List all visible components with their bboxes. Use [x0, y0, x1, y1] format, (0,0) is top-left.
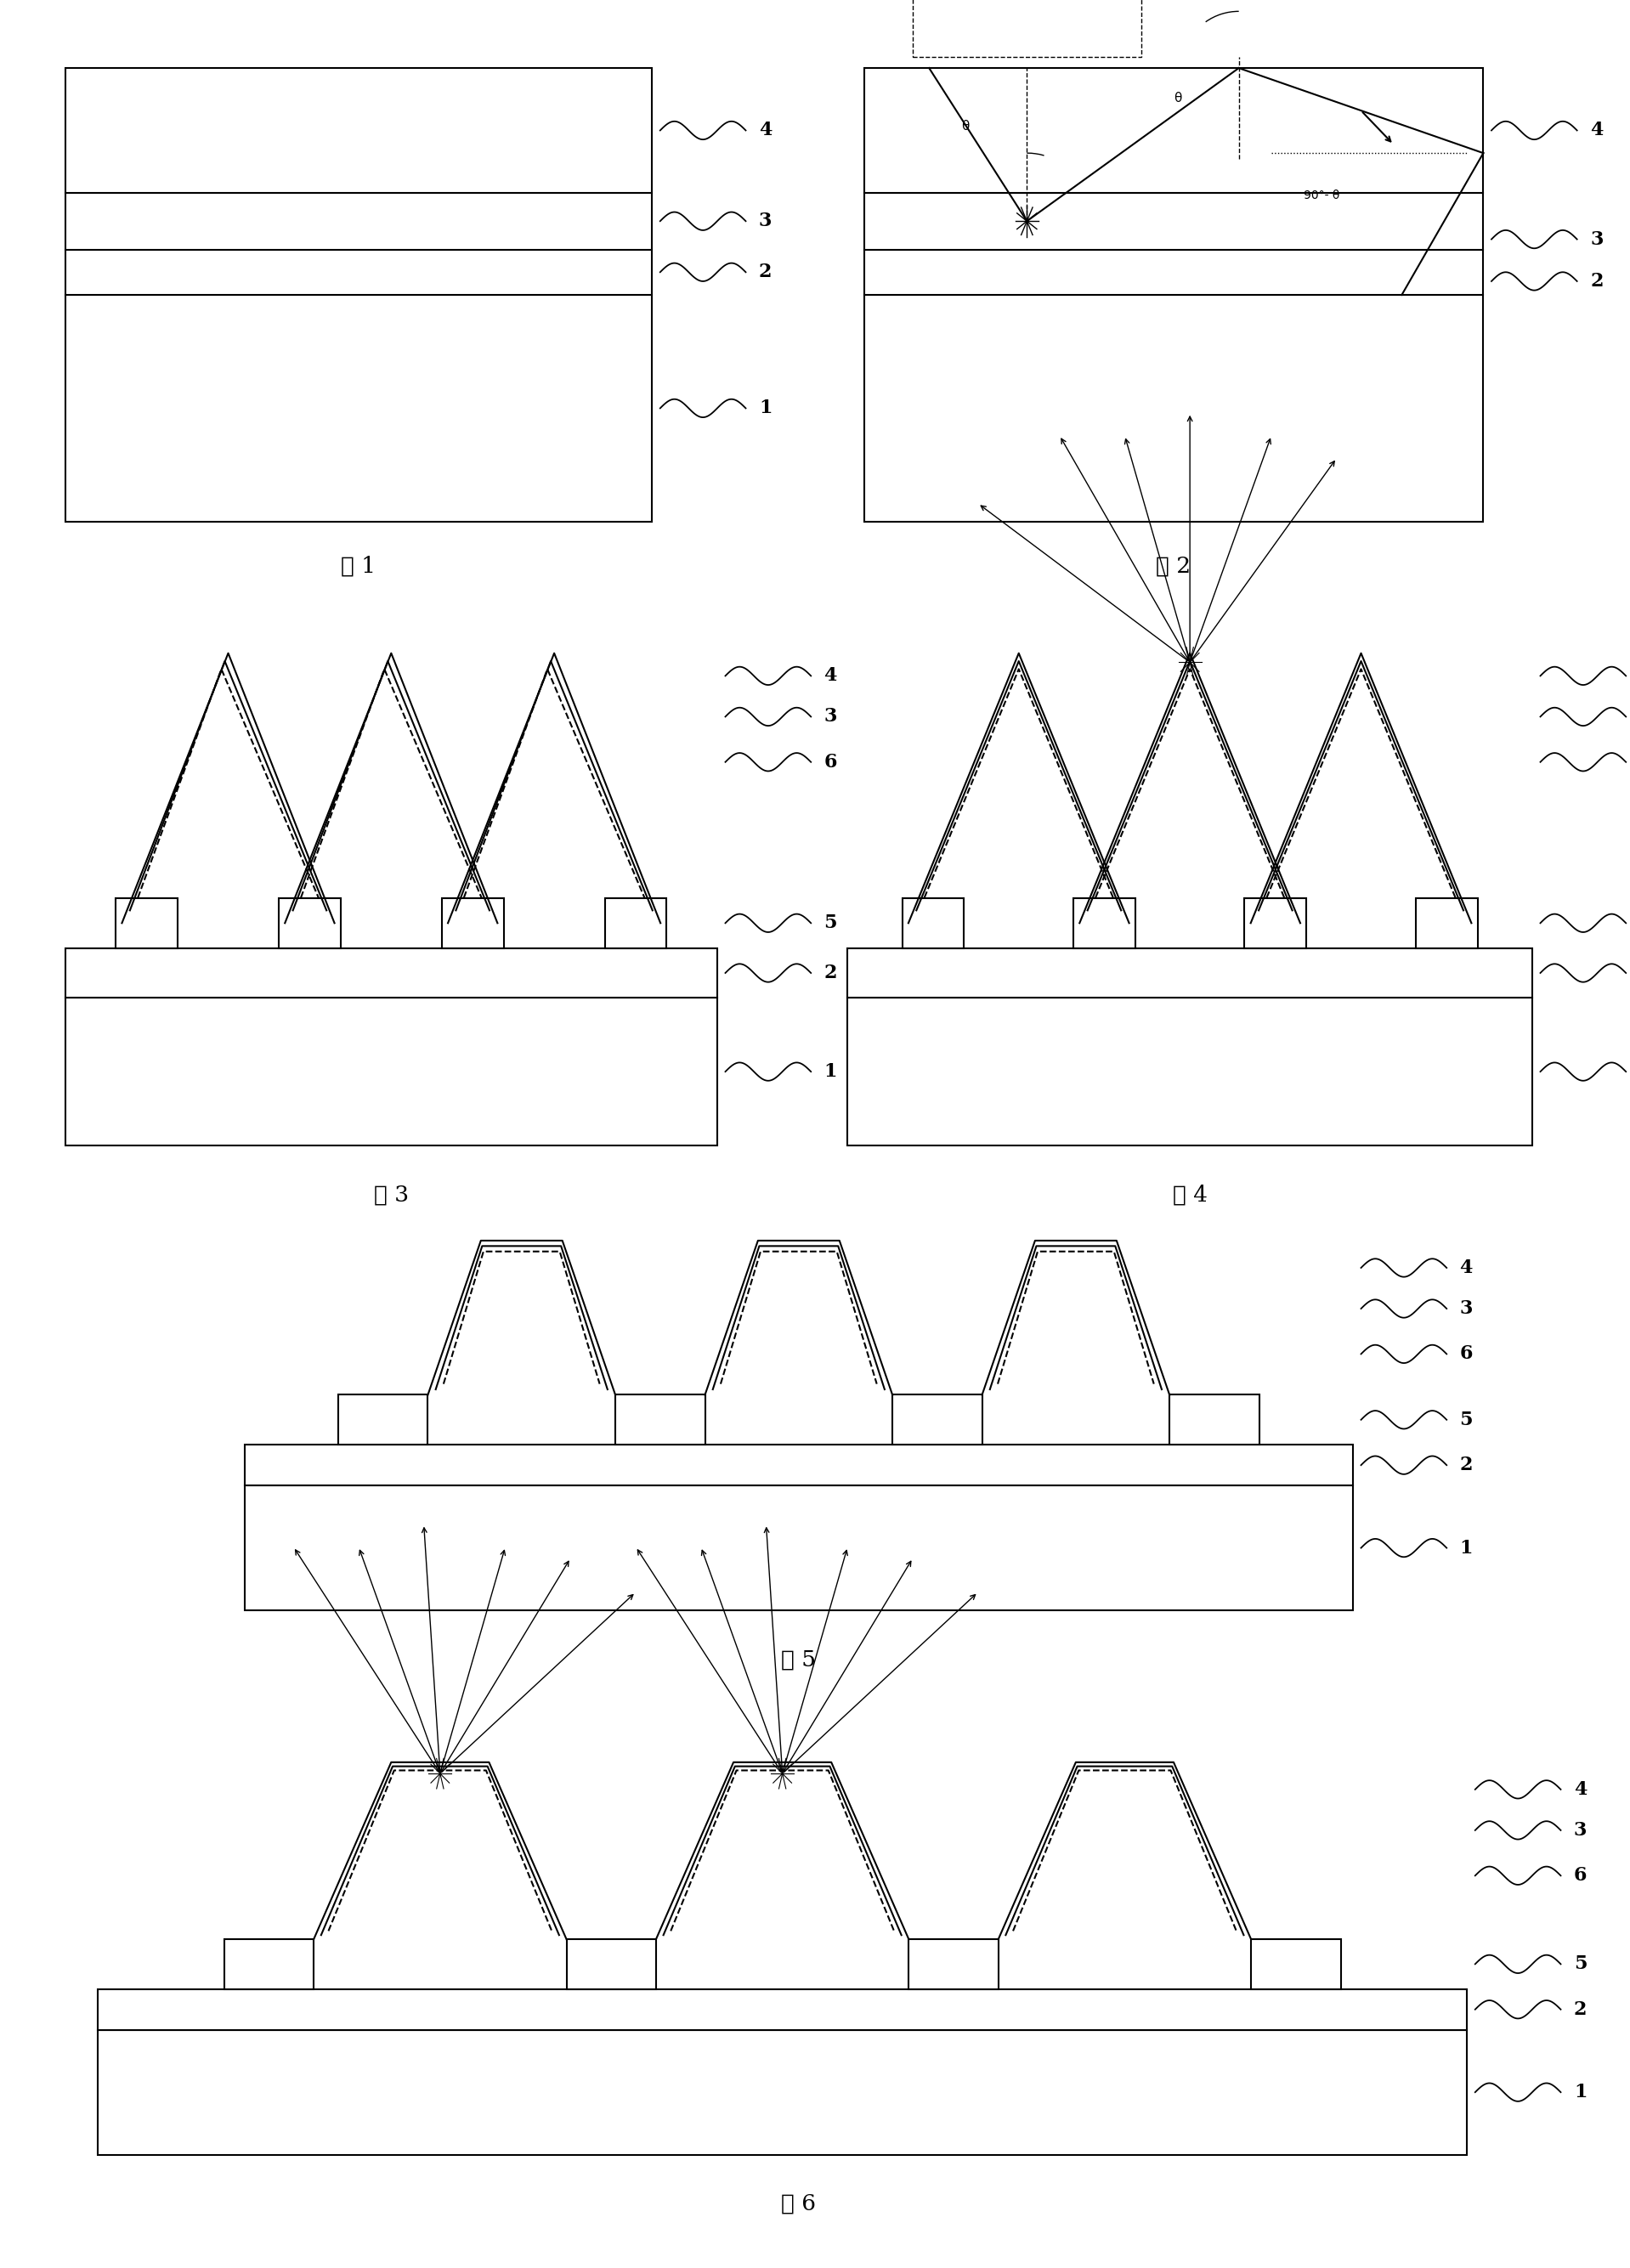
- Text: 5: 5: [1573, 1955, 1588, 1973]
- Bar: [98, 2030, 1467, 2155]
- Text: 90°- θ: 90°- θ: [1304, 188, 1340, 202]
- Text: 1: 1: [1460, 1538, 1474, 1558]
- Text: 5: 5: [823, 914, 838, 932]
- Bar: [1073, 898, 1134, 948]
- Bar: [65, 295, 652, 522]
- Bar: [442, 898, 504, 948]
- Bar: [244, 1486, 1353, 1610]
- Text: 6: 6: [1460, 1345, 1474, 1363]
- Bar: [244, 1445, 1353, 1486]
- Text: 1: 1: [1573, 2082, 1588, 2102]
- Bar: [893, 1395, 981, 1445]
- Text: 2: 2: [1573, 2000, 1588, 2019]
- Text: 5: 5: [1460, 1411, 1474, 1429]
- Text: 4: 4: [1591, 120, 1604, 141]
- Text: 2: 2: [1591, 272, 1604, 290]
- Bar: [1170, 1395, 1258, 1445]
- Bar: [65, 68, 652, 193]
- Text: 1: 1: [823, 1061, 838, 1082]
- Text: 4: 4: [758, 120, 773, 141]
- Text: 4: 4: [1573, 1780, 1588, 1799]
- Text: 2: 2: [758, 263, 773, 281]
- Bar: [848, 948, 1532, 998]
- Bar: [864, 193, 1483, 249]
- Text: θ: θ: [962, 120, 970, 134]
- Bar: [605, 898, 667, 948]
- Bar: [913, 0, 1141, 57]
- Bar: [279, 898, 341, 948]
- Text: 3: 3: [1460, 1300, 1474, 1318]
- Bar: [864, 68, 1483, 193]
- Bar: [116, 898, 178, 948]
- Bar: [616, 1395, 704, 1445]
- Bar: [65, 998, 717, 1145]
- Text: 3: 3: [823, 708, 838, 726]
- Text: 3: 3: [1591, 229, 1604, 249]
- Text: 图 1: 图 1: [341, 556, 377, 576]
- Bar: [1245, 898, 1307, 948]
- Bar: [567, 1939, 657, 1989]
- Bar: [848, 998, 1532, 1145]
- Bar: [864, 295, 1483, 522]
- Text: 3: 3: [1573, 1821, 1588, 1839]
- Text: 6: 6: [823, 753, 838, 771]
- Text: 4: 4: [1460, 1259, 1474, 1277]
- Text: 6: 6: [1573, 1867, 1588, 1885]
- Text: 图 4: 图 4: [1172, 1184, 1208, 1204]
- Bar: [98, 1989, 1467, 2030]
- Text: 4: 4: [823, 667, 838, 685]
- Bar: [1252, 1939, 1340, 1989]
- Bar: [864, 249, 1483, 295]
- Text: 图 5: 图 5: [781, 1649, 817, 1669]
- Bar: [65, 193, 652, 249]
- Bar: [225, 1939, 315, 1989]
- Bar: [910, 1939, 998, 1989]
- Text: 3: 3: [758, 211, 773, 231]
- Bar: [339, 1395, 427, 1445]
- Bar: [65, 948, 717, 998]
- Bar: [903, 898, 965, 948]
- Text: 2: 2: [823, 964, 838, 982]
- Text: 图 3: 图 3: [373, 1184, 409, 1204]
- Text: 图 2: 图 2: [1156, 556, 1192, 576]
- Text: 1: 1: [758, 399, 773, 417]
- Text: 图 6: 图 6: [781, 2193, 817, 2214]
- Bar: [65, 249, 652, 295]
- Bar: [1415, 898, 1477, 948]
- Text: θ: θ: [1174, 93, 1182, 104]
- Text: 2: 2: [1460, 1456, 1474, 1474]
